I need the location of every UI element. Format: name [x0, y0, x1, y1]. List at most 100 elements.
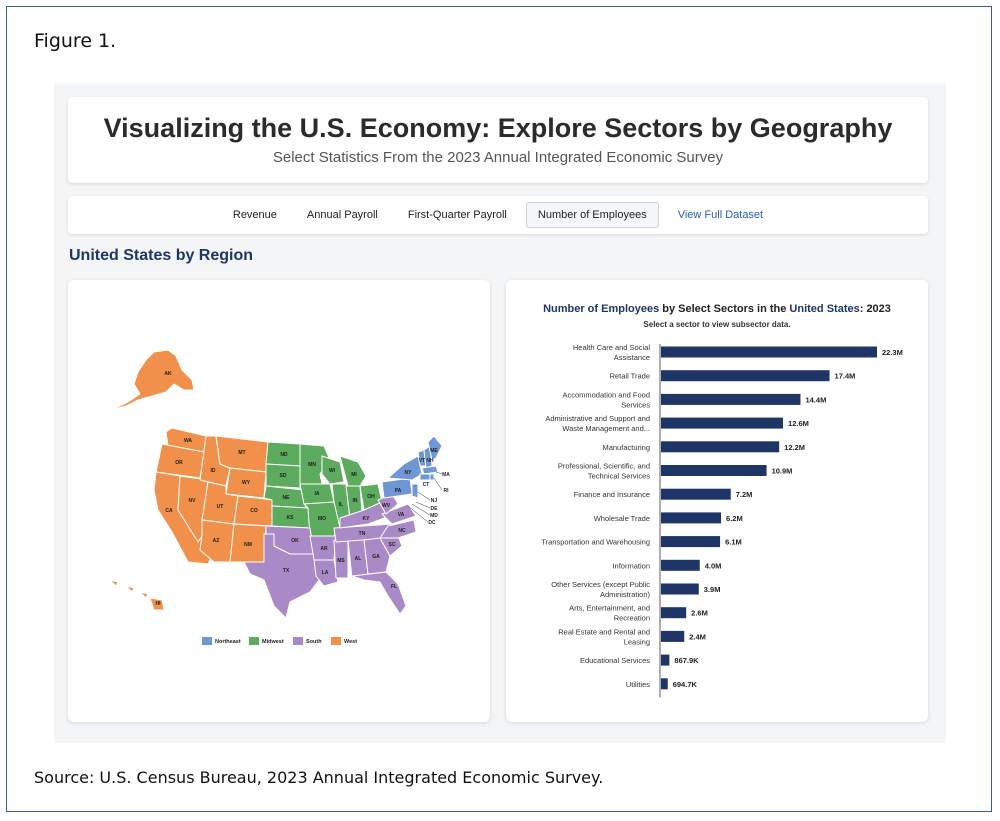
state-label: IL [339, 502, 343, 508]
bar-11[interactable] [661, 607, 687, 619]
state-label: MD [430, 513, 438, 519]
data-label-1: 17.4M [835, 372, 856, 381]
category-label-8[interactable]: Transportation and Warehousing [541, 538, 650, 547]
category-label-9[interactable]: Information [612, 561, 650, 570]
state-label: ID [211, 468, 216, 474]
state-ct[interactable] [419, 473, 431, 481]
us-region-map: AK HI WA OR CA NV ID MT WY UT AZ CO NM N… [109, 349, 450, 645]
data-label-13: 867.9K [674, 656, 699, 665]
data-label-6: 7.2M [736, 490, 753, 499]
state-label: VT [419, 458, 425, 464]
bar-10[interactable] [661, 583, 699, 595]
state-tx[interactable] [243, 533, 323, 619]
data-label-4: 12.2M [784, 443, 805, 452]
data-label-3: 12.6M [788, 419, 809, 428]
category-label-4[interactable]: Manufacturing [602, 443, 650, 452]
category-label-13[interactable]: Educational Services [580, 656, 650, 665]
state-sd[interactable] [265, 463, 301, 489]
bar-7[interactable] [661, 512, 722, 524]
state-label: RI [444, 488, 450, 494]
state-label: VA [398, 512, 405, 518]
state-label: CT [423, 482, 430, 488]
state-label: NV [189, 498, 197, 504]
state-hi[interactable] [109, 579, 165, 611]
data-label-11: 2.6M [691, 609, 708, 618]
bar-3[interactable] [661, 417, 784, 429]
bar-6[interactable] [661, 488, 731, 500]
state-label: DE [431, 506, 439, 512]
state-nc[interactable] [379, 519, 417, 539]
category-label-0[interactable]: Health Care and Social Assistance [573, 343, 650, 362]
state-ny[interactable] [387, 455, 423, 481]
state-label: MI [351, 472, 357, 478]
state-label: KS [287, 515, 295, 521]
bar-4[interactable] [661, 441, 780, 453]
state-label: LA [322, 570, 329, 576]
state-label: IN [353, 498, 358, 504]
state-label: GA [372, 554, 380, 560]
category-label-10[interactable]: Other Services (except Public Administrat… [551, 580, 650, 599]
state-label: NC [398, 528, 406, 534]
state-label: AK [164, 371, 172, 377]
bar-0[interactable] [661, 346, 877, 358]
bar-1[interactable] [661, 370, 830, 382]
bar-14[interactable] [661, 678, 668, 690]
state-label: NE [283, 495, 291, 501]
legend-swatch-west [331, 637, 341, 645]
state-label: KY [363, 516, 371, 522]
bar-9[interactable] [661, 559, 700, 571]
state-nj[interactable] [411, 483, 419, 499]
bar-2[interactable] [661, 393, 801, 405]
legend-label-northeast: Northeast [215, 639, 241, 645]
state-label: DC [428, 520, 436, 526]
state-mi[interactable] [339, 455, 367, 487]
state-label: MS [337, 558, 345, 564]
bar-chart: 22.3M Health Care and Social Assistance 17.… [541, 343, 903, 698]
category-label-14[interactable]: Utilities [626, 680, 650, 689]
state-ga[interactable] [363, 537, 391, 575]
state-wi[interactable] [321, 455, 345, 485]
data-label-10: 3.9M [704, 585, 721, 594]
chart-subtitle: Select a sector to view subsector data. [643, 320, 791, 329]
bar-13[interactable] [661, 654, 670, 666]
state-me[interactable] [427, 435, 443, 461]
bar-5[interactable] [661, 465, 767, 476]
category-label-2[interactable]: Accommodation and Food Services [562, 390, 650, 409]
category-label-7[interactable]: Wholesale Trade [594, 514, 650, 523]
legend-label-midwest: Midwest [262, 639, 284, 645]
state-label: UT [217, 504, 224, 510]
category-label-3[interactable]: Administrative and Support and Waste Mana… [545, 414, 650, 433]
state-ma[interactable] [421, 465, 439, 475]
legend-label-west: West [344, 639, 357, 645]
callout-lines [407, 471, 443, 523]
state-ri[interactable] [429, 473, 435, 481]
page-subtitle: Select Statistics From the 2023 Annual I… [272, 149, 724, 166]
state-va[interactable] [381, 503, 417, 525]
state-label: ME [430, 448, 438, 454]
tab-first-quarter-payroll[interactable]: First-Quarter Payroll [407, 209, 507, 221]
category-label-5[interactable]: Professional, Scientific, and Technical S… [558, 462, 650, 481]
category-label-6[interactable]: Finance and Insurance [574, 490, 650, 499]
state-label: MA [442, 472, 450, 478]
category-label-12[interactable]: Real Estate and Rental and Leasing [558, 627, 650, 646]
category-label-1[interactable]: Retail Trade [610, 372, 650, 381]
state-label: PA [395, 488, 402, 494]
bar-8[interactable] [661, 536, 721, 548]
state-label: CA [165, 508, 173, 514]
figure-label: Figure 1. [34, 30, 117, 52]
tab-revenue[interactable]: Revenue [232, 209, 277, 221]
state-ak[interactable] [111, 349, 195, 411]
state-label: MT [238, 450, 245, 456]
chart-title: Number of Employees by Select Sectors in… [543, 303, 891, 315]
bar-12[interactable] [661, 630, 685, 642]
view-full-dataset-link[interactable]: View Full Dataset [677, 209, 764, 221]
state-label: AR [320, 546, 328, 552]
category-label-11[interactable]: Arts, Entertainment, and Recreation [569, 604, 650, 623]
state-label: OK [291, 538, 299, 544]
sector-chart-card: Number of Employees by Select Sectors in… [506, 280, 928, 722]
tab-annual-payroll[interactable]: Annual Payroll [306, 209, 378, 221]
state-fl[interactable] [351, 571, 407, 615]
state-la[interactable] [313, 559, 339, 587]
source-note: Source: U.S. Census Bureau, 2023 Annual … [34, 768, 604, 787]
tab-number-of-employees[interactable]: Number of Employees [525, 202, 659, 228]
